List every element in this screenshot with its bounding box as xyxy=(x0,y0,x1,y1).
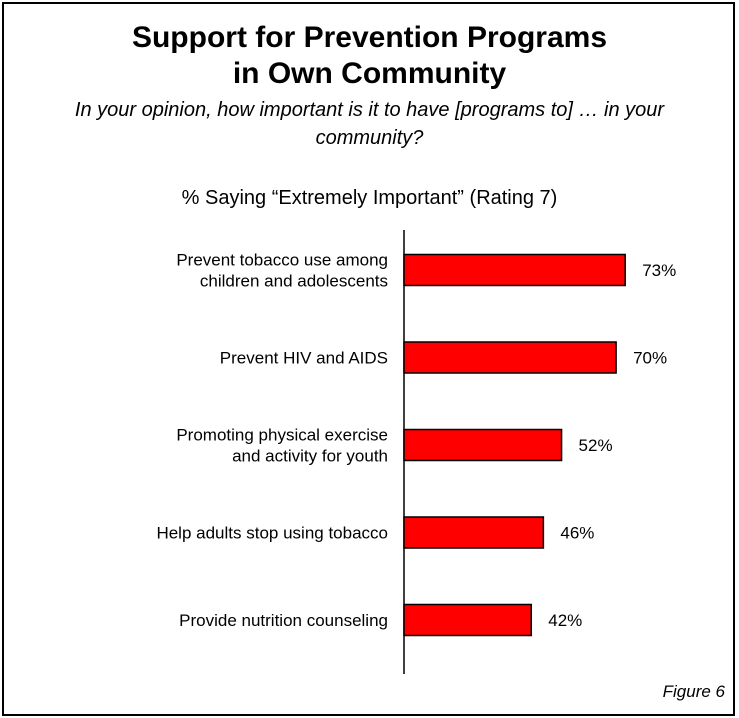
value-label-3: 52% xyxy=(579,436,613,455)
value-label-4: 46% xyxy=(560,524,594,543)
chart-title-line-2: in Own Community xyxy=(232,57,507,90)
value-label-1: 73% xyxy=(642,261,676,280)
bar-4 xyxy=(403,516,545,549)
chart-subtitle: % Saying “Extremely Important” (Rating 7… xyxy=(181,187,558,209)
bar-5 xyxy=(403,603,533,637)
category-label-2: Prevent HIV and AIDS xyxy=(220,349,388,368)
value-label-5: 42% xyxy=(548,611,582,630)
bar-1 xyxy=(403,253,626,287)
category-label-5: Provide nutrition counseling xyxy=(179,611,388,630)
figure-label: Figure 6 xyxy=(662,682,725,701)
bar-2 xyxy=(403,341,617,374)
survey-question: In your opinion, how important is it to … xyxy=(74,99,665,149)
chart-title: Support for Prevention Programs in Own C… xyxy=(0,20,739,92)
bar-3 xyxy=(403,428,563,462)
value-label-2: 70% xyxy=(633,349,667,368)
category-label-1: Prevent tobacco use among children and ad… xyxy=(176,251,388,291)
category-label-4: Help adults stop using tobacco xyxy=(156,524,388,543)
category-label-3: Promoting physical exercise and activity … xyxy=(176,426,388,466)
chart-title-line-1: Support for Prevention Programs xyxy=(131,21,608,54)
